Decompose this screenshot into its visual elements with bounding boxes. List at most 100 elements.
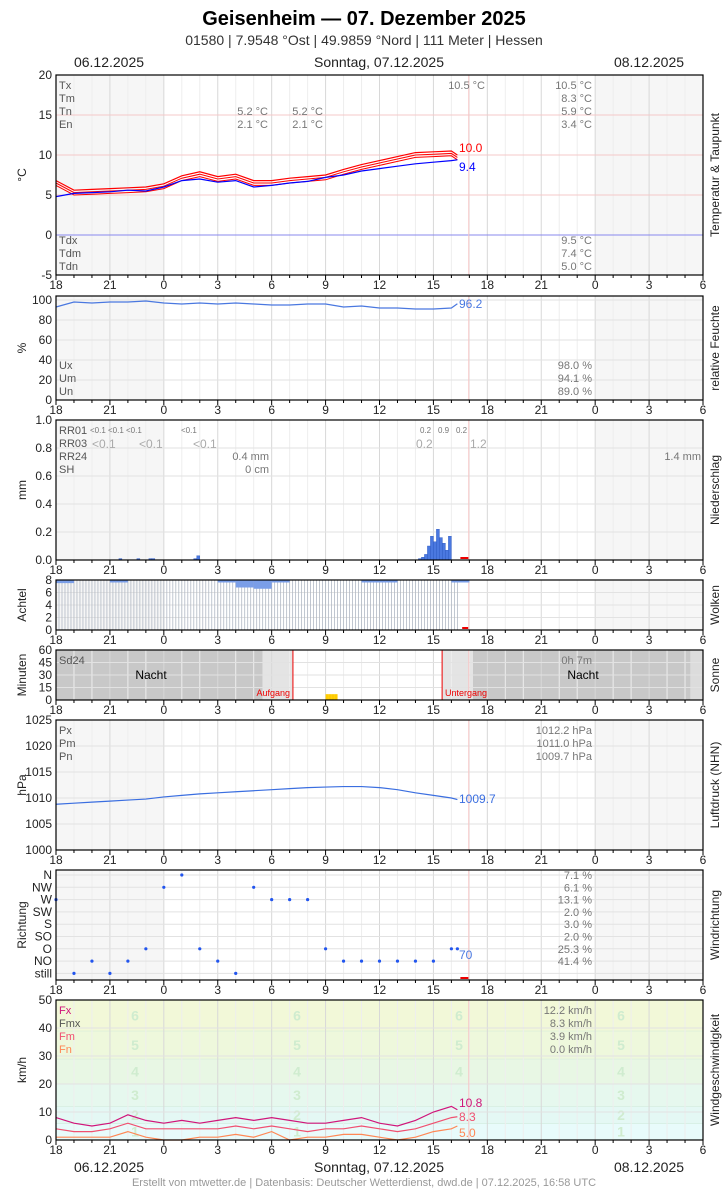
y-tick-label: S bbox=[44, 917, 52, 931]
y-axis-label: Achtel bbox=[15, 588, 29, 621]
precip-bar bbox=[436, 529, 440, 561]
x-tick-label: 21 bbox=[535, 563, 549, 577]
direction-frequency: 6.1 % bbox=[564, 882, 592, 894]
beaufort-label: 5 bbox=[617, 1037, 625, 1053]
precip-bar bbox=[433, 541, 437, 561]
y-tick-label: 10 bbox=[39, 148, 53, 162]
series-P-line bbox=[55, 785, 458, 805]
legend-tdm: Tdm bbox=[59, 248, 81, 260]
stat-rr24-day2: 1.4 mm bbox=[664, 451, 701, 463]
y-tick-label: 0 bbox=[45, 623, 52, 637]
wind-direction-point bbox=[395, 959, 400, 963]
x-tick-label: 6 bbox=[700, 853, 707, 867]
y-tick-label: NO bbox=[34, 954, 52, 968]
x-tick-label: 18 bbox=[481, 703, 495, 717]
precip-bar bbox=[196, 555, 200, 561]
legend-sh: SH bbox=[59, 464, 74, 476]
y-tick-label: 8 bbox=[45, 573, 52, 587]
beaufort-label: 2 bbox=[293, 1107, 301, 1123]
wind-direction-point bbox=[252, 885, 256, 889]
stat-sd24: 0h 7m bbox=[561, 655, 592, 667]
y-axis-label: mm bbox=[15, 480, 29, 500]
x-tick-label: 3 bbox=[214, 703, 221, 717]
y-tick-label: 0 bbox=[45, 1133, 52, 1147]
x-tick-label: 9 bbox=[322, 403, 329, 417]
precip-bar bbox=[442, 543, 446, 561]
y-tick-label: O bbox=[43, 942, 52, 956]
x-tick-label: 9 bbox=[322, 983, 329, 997]
x-tick-label: 3 bbox=[214, 983, 221, 997]
cloud-cover-bar bbox=[253, 580, 272, 589]
y-tick-label: 30 bbox=[39, 1049, 53, 1063]
x-tick-label: 9 bbox=[322, 703, 329, 717]
legend-px: Px bbox=[59, 725, 72, 737]
stat-fm: 3.9 km/h bbox=[550, 1031, 592, 1043]
x-tick-label: 18 bbox=[49, 703, 63, 717]
y-tick-label: 1000 bbox=[25, 843, 52, 857]
legend-fm: Fm bbox=[59, 1031, 75, 1043]
x-tick-label: 18 bbox=[481, 853, 495, 867]
x-tick-label: 0 bbox=[160, 853, 167, 867]
x-tick-label: 3 bbox=[214, 1143, 221, 1157]
wind-direction-point bbox=[455, 947, 459, 951]
rr03-value: 0.2 bbox=[416, 437, 433, 451]
y-tick-label: SO bbox=[35, 930, 52, 944]
beaufort-label: 6 bbox=[617, 1007, 625, 1023]
legend-tm: Tm bbox=[59, 93, 75, 105]
rr03-value: <0.1 bbox=[193, 437, 217, 451]
direction-frequency: 2.0 % bbox=[564, 907, 592, 919]
legend-tx: Tx bbox=[59, 80, 72, 92]
panel-title: Niederschlag bbox=[708, 455, 722, 525]
stat-rr24-day1: 0.4 mm bbox=[232, 451, 269, 463]
x-tick-label: 3 bbox=[646, 983, 653, 997]
x-tick-label: 21 bbox=[103, 1143, 117, 1157]
stat-tn-day1b: 5.2 °C bbox=[292, 106, 323, 118]
y-tick-label: 1020 bbox=[25, 739, 52, 753]
date-left-bottom: 06.12.2025 bbox=[74, 1159, 144, 1175]
x-tick-label: 15 bbox=[427, 983, 441, 997]
beaufort-label: 6 bbox=[455, 1007, 463, 1023]
x-tick-label: 6 bbox=[268, 853, 275, 867]
x-tick-label: 0 bbox=[592, 983, 599, 997]
precip-bar bbox=[445, 550, 449, 561]
panel-title: Temperatur & Taupunkt bbox=[708, 112, 722, 237]
x-tick-label: 21 bbox=[103, 278, 117, 292]
direction-frequency: 41.4 % bbox=[558, 956, 592, 968]
stat-en: 3.4 °C bbox=[561, 119, 592, 131]
y-tick-label: 1.0 bbox=[35, 413, 52, 427]
rr03-value: <0.1 bbox=[92, 437, 116, 451]
date-center-bottom: Sonntag, 07.12.2025 bbox=[314, 1159, 444, 1175]
stat-tdx: 9.5 °C bbox=[561, 235, 592, 247]
legend-ux: Ux bbox=[59, 360, 73, 372]
stat-en-day1b: 2.1 °C bbox=[292, 119, 323, 131]
direction-frequency: 2.0 % bbox=[564, 932, 592, 944]
end-label-fn: 5.0 bbox=[459, 1126, 476, 1140]
stat-ux: 98.0 % bbox=[558, 360, 592, 372]
x-tick-label: 15 bbox=[427, 278, 441, 292]
wind-direction-point bbox=[323, 947, 328, 951]
wind-direction-point bbox=[180, 873, 184, 877]
x-tick-label: 15 bbox=[427, 633, 441, 647]
x-tick-label: 3 bbox=[214, 278, 221, 292]
cloud-cover-bar bbox=[271, 580, 290, 583]
y-tick-label: NW bbox=[32, 880, 53, 894]
x-tick-label: 3 bbox=[646, 853, 653, 867]
wind-direction-point bbox=[306, 898, 310, 902]
beaufort-label: 1 bbox=[617, 1124, 625, 1140]
legend-rr01: RR01 bbox=[59, 425, 87, 437]
overlay-labels: Tx Tm Tn En 5.2 °C 2.1 °C 5.2 °C 2.1 °C … bbox=[59, 80, 701, 1140]
wind-direction-point bbox=[72, 971, 76, 976]
wind-direction-point bbox=[162, 885, 166, 889]
legend-tdn: Tdn bbox=[59, 261, 78, 273]
x-tick-label: 9 bbox=[322, 633, 329, 647]
direction-frequency: 3.0 % bbox=[564, 919, 592, 931]
beaufort-label: 5 bbox=[131, 1037, 139, 1053]
wind-direction-point bbox=[270, 898, 274, 902]
date-right: 08.12.2025 bbox=[614, 54, 684, 70]
cloud-cover-bar bbox=[451, 580, 470, 583]
y-tick-label: 1015 bbox=[25, 765, 52, 779]
x-tick-label: 0 bbox=[592, 278, 599, 292]
